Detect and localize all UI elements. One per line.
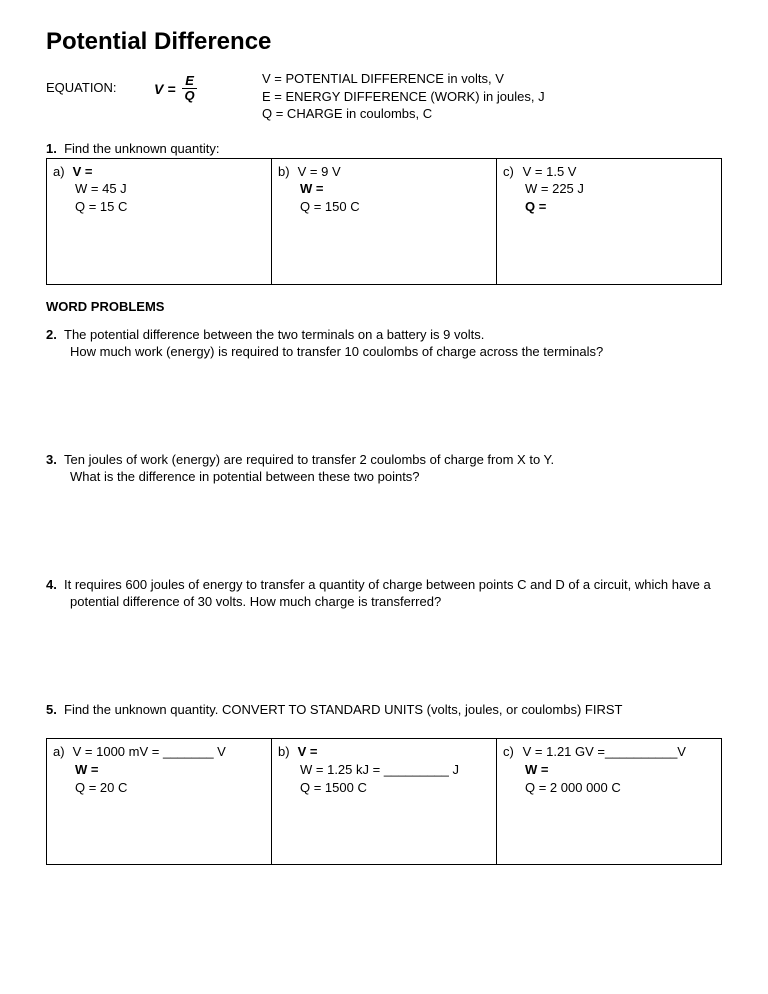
q2: 2.The potential difference between the t…	[46, 326, 722, 361]
q5c-l3: Q = 2 000 000 C	[503, 779, 715, 797]
q1-cell-b: b) V = 9 V W = Q = 150 C	[272, 158, 497, 284]
q5a-l3: Q = 20 C	[53, 779, 265, 797]
q5b-label: b)	[278, 743, 294, 761]
q5: 5.Find the unknown quantity. CONVERT TO …	[46, 701, 722, 719]
word-problems-heading: WORD PROBLEMS	[46, 299, 722, 314]
q5-table: a) V = 1000 mV = _______ V W = Q = 20 C …	[46, 738, 722, 865]
equation-denominator: Q	[182, 89, 198, 103]
equation-row: EQUATION: V = E Q V = POTENTIAL DIFFEREN…	[46, 70, 722, 123]
q5a-l2: W =	[75, 762, 98, 777]
q3-l1: Ten joules of work (energy) are required…	[64, 452, 554, 467]
q1-prompt-text: Find the unknown quantity:	[64, 141, 219, 156]
q1b-l3: Q = 150 C	[278, 198, 490, 216]
q5a-l1: V = 1000 mV = _______ V	[73, 744, 226, 759]
q5-cell-b: b) V = W = 1.25 kJ = _________ J Q = 150…	[272, 739, 497, 865]
q1-cell-a: a) V = W = 45 J Q = 15 C	[47, 158, 272, 284]
equation-equals: =	[167, 81, 175, 97]
q1c-l2: W = 225 J	[503, 180, 715, 198]
equation-lhs: V	[154, 81, 163, 97]
q5a-label: a)	[53, 743, 69, 761]
equation-fraction: E Q	[182, 74, 198, 104]
q2-l1: The potential difference between the two…	[64, 327, 484, 342]
q1c-l3: Q =	[525, 199, 546, 214]
q1-prompt: 1. Find the unknown quantity:	[46, 141, 722, 156]
q3-number: 3.	[46, 451, 64, 469]
q1c-label: c)	[503, 163, 519, 181]
q3-l2: What is the difference in potential betw…	[46, 468, 722, 486]
equation-formula: V = E Q	[154, 70, 262, 104]
q4: 4.It requires 600 joules of energy to tr…	[46, 576, 722, 611]
def-line-q: Q = CHARGE in coulombs, C	[262, 105, 722, 123]
page-title: Potential Difference	[46, 28, 722, 56]
q1a-l3: Q = 15 C	[53, 198, 265, 216]
q2-number: 2.	[46, 326, 64, 344]
q1b-l1: V = 9 V	[298, 164, 341, 179]
q1a-l2: W = 45 J	[53, 180, 265, 198]
def-line-e: E = ENERGY DIFFERENCE (WORK) in joules, …	[262, 88, 722, 106]
q5b-l2: W = 1.25 kJ = _________ J	[278, 761, 490, 779]
q4-l1: It requires 600 joules of energy to tran…	[64, 577, 711, 610]
q1b-l2: W =	[300, 181, 323, 196]
worksheet-page: Potential Difference EQUATION: V = E Q V…	[0, 0, 768, 919]
q5-prompt: Find the unknown quantity. CONVERT TO ST…	[64, 702, 622, 717]
q1c-l1: V = 1.5 V	[523, 164, 577, 179]
q1-table: a) V = W = 45 J Q = 15 C b) V = 9 V W = …	[46, 158, 722, 285]
q1a-l1: V =	[73, 164, 93, 179]
q3: 3.Ten joules of work (energy) are requir…	[46, 451, 722, 486]
q2-l2: How much work (energy) is required to tr…	[46, 343, 722, 361]
equation-definitions: V = POTENTIAL DIFFERENCE in volts, V E =…	[262, 70, 722, 123]
def-line-v: V = POTENTIAL DIFFERENCE in volts, V	[262, 70, 722, 88]
q5c-label: c)	[503, 743, 519, 761]
equation-numerator: E	[182, 74, 197, 89]
q1-cell-c: c) V = 1.5 V W = 225 J Q =	[497, 158, 722, 284]
q4-number: 4.	[46, 576, 64, 594]
q5b-l1: V =	[298, 744, 318, 759]
q1a-label: a)	[53, 163, 69, 181]
q1-number: 1.	[46, 141, 57, 156]
q5-number: 5.	[46, 701, 64, 719]
equation-label: EQUATION:	[46, 70, 154, 95]
q5c-l1: V = 1.21 GV =__________V	[523, 744, 686, 759]
q5b-l3: Q = 1500 C	[278, 779, 490, 797]
q5-cell-c: c) V = 1.21 GV =__________V W = Q = 2 00…	[497, 739, 722, 865]
q1b-label: b)	[278, 163, 294, 181]
q5-cell-a: a) V = 1000 mV = _______ V W = Q = 20 C	[47, 739, 272, 865]
q5c-l2: W =	[525, 762, 548, 777]
